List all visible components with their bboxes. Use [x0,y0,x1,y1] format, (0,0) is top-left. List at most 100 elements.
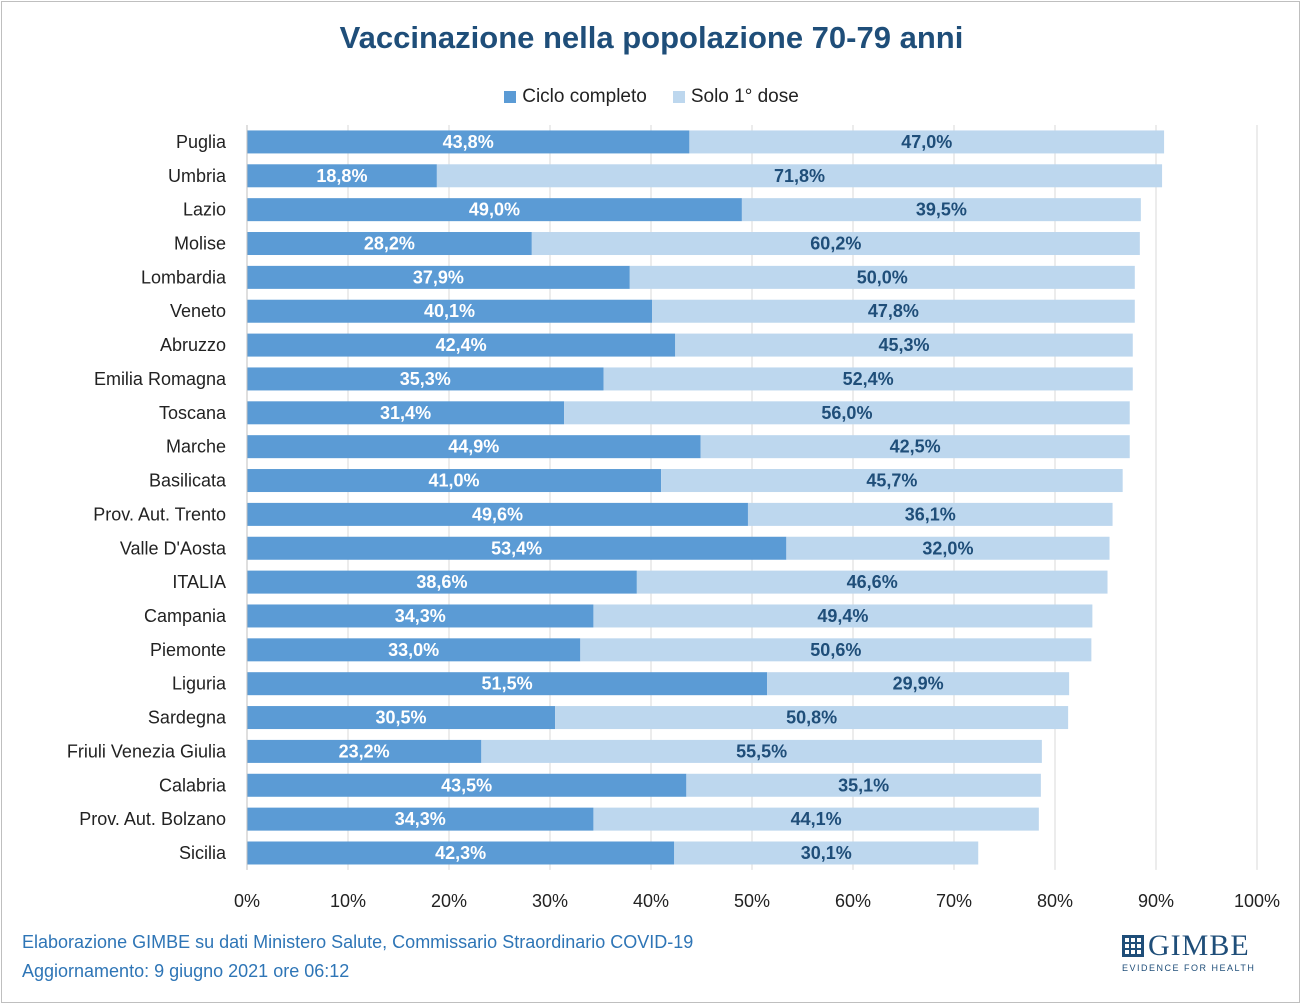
data-label-first-dose: 55,5% [736,741,787,761]
category-label: Valle D'Aosta [120,538,227,558]
category-label: Sardegna [148,708,227,728]
category-label: Liguria [172,674,227,694]
data-label-complete: 44,9% [448,437,499,457]
chart-title: Vaccinazione nella popolazione 70-79 ann… [339,20,964,55]
footer-update: Aggiornamento: 9 giugno 2021 ore 06:12 [22,961,350,981]
data-label-complete: 38,6% [416,572,467,592]
bar-first-dose [675,333,1133,357]
data-label-first-dose: 50,6% [810,640,861,660]
bar-first-dose [636,570,1108,594]
bar-first-dose [689,130,1165,154]
bar-complete [247,469,662,493]
x-tick-label: 0% [234,891,260,911]
bar-first-dose [700,435,1130,459]
bar-complete [247,164,437,188]
x-tick-label: 30% [532,891,568,911]
bar-first-dose [767,672,1070,696]
data-label-complete: 49,0% [469,200,520,220]
data-label-first-dose: 45,7% [866,471,917,491]
data-label-complete: 49,6% [472,504,523,524]
x-tick-label: 10% [330,891,366,911]
category-label: ITALIA [172,572,226,592]
bar-complete [247,232,532,256]
data-label-first-dose: 49,4% [817,606,868,626]
bar-complete [247,773,687,797]
gimbe-logo-icon [1122,935,1144,957]
data-label-first-dose: 60,2% [810,234,861,254]
bar-first-dose [661,469,1123,493]
bar-complete [247,333,676,357]
bar-first-dose [652,299,1135,323]
data-label-complete: 53,4% [491,538,542,558]
bar-complete [247,265,630,289]
x-tick-label: 70% [936,891,972,911]
x-tick-label: 40% [633,891,669,911]
category-label: Veneto [170,301,226,321]
data-label-first-dose: 32,0% [922,538,973,558]
data-label-first-dose: 50,8% [786,708,837,728]
data-label-complete: 43,5% [441,775,492,795]
data-label-first-dose: 42,5% [890,437,941,457]
data-label-first-dose: 71,8% [774,166,825,186]
bar-complete [247,502,748,526]
bar-first-dose [629,265,1135,289]
x-tick-label: 80% [1037,891,1073,911]
bar-complete [247,198,742,222]
data-label-complete: 30,5% [376,708,427,728]
category-label: Campania [144,606,227,626]
bar-complete [247,130,690,154]
data-label-complete: 31,4% [380,403,431,423]
x-tick-label: 100% [1234,891,1280,911]
category-label: Prov. Aut. Trento [93,504,226,524]
category-label: Abruzzo [160,335,226,355]
data-label-first-dose: 36,1% [905,504,956,524]
data-label-first-dose: 47,8% [868,301,919,321]
data-label-complete: 42,4% [436,335,487,355]
category-label: Toscana [159,403,227,423]
x-tick-label: 60% [835,891,871,911]
data-label-complete: 51,5% [482,674,533,694]
category-label: Umbria [168,166,227,186]
data-label-complete: 23,2% [339,741,390,761]
legend: Ciclo completo Solo 1° dose [0,86,1303,108]
legend-item-complete: Ciclo completo [504,86,647,108]
data-label-first-dose: 44,1% [791,809,842,829]
data-label-complete: 37,9% [413,267,464,287]
data-label-complete: 33,0% [388,640,439,660]
bar-complete [247,536,787,560]
category-label: Sicilia [179,843,227,863]
bar-complete [247,706,556,730]
bar-first-dose [741,198,1141,222]
data-label-complete: 42,3% [435,843,486,863]
data-label-first-dose: 45,3% [878,335,929,355]
data-label-first-dose: 47,0% [901,132,952,152]
category-label: Puglia [176,132,227,152]
bar-first-dose [593,807,1039,831]
x-tick-label: 50% [734,891,770,911]
data-label-complete: 35,3% [400,369,451,389]
category-label: Basilicata [149,471,227,491]
footer-source: Elaborazione GIMBE su dati Ministero Sal… [22,932,694,952]
bar-complete [247,299,653,323]
bar-complete [247,638,581,662]
bar-complete [247,401,565,425]
data-label-first-dose: 46,6% [847,572,898,592]
x-tick-label: 90% [1138,891,1174,911]
data-label-first-dose: 35,1% [838,775,889,795]
x-tick-label: 20% [431,891,467,911]
category-label: Lazio [183,200,226,220]
legend-swatch-first-dose [672,91,685,103]
data-label-first-dose: 52,4% [843,369,894,389]
data-label-complete: 34,3% [395,809,446,829]
legend-swatch-complete [504,91,517,103]
category-label: Prov. Aut. Bolzano [79,809,226,829]
legend-item-first-dose: Solo 1° dose [672,86,799,108]
bar-complete [247,841,675,865]
bar-first-dose [481,739,1042,763]
bar-first-dose [436,164,1163,188]
category-label: Marche [166,437,226,457]
bar-complete [247,604,594,628]
bar-first-dose [593,604,1093,628]
bar-first-dose [674,841,979,865]
